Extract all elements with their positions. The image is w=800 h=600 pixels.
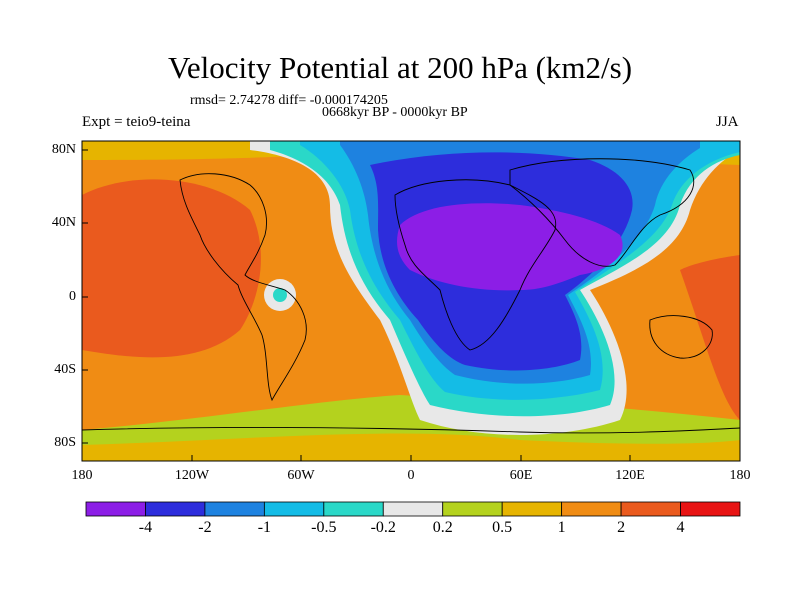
period-line: 0668kyr BP - 0000kyr BP (322, 105, 468, 120)
lon-label-180e: 180 (729, 468, 751, 483)
colorbar-swatch (323, 501, 384, 517)
lat-label-40s: 40S (54, 362, 76, 377)
colorbar-swatch (263, 501, 325, 517)
pacific-high-2 (82, 179, 261, 358)
colorbar-swatch (145, 501, 206, 517)
colorbar-label: -1 (257, 519, 272, 536)
colorbar-swatch (204, 501, 265, 517)
season-label: JJA (716, 114, 739, 130)
colorbar-label: -2 (198, 519, 212, 536)
colorbar-swatch (620, 501, 681, 517)
americas-outline (179, 173, 307, 402)
lat-label-80n: 80N (51, 142, 76, 157)
lon-label-60w: 60W (287, 468, 315, 483)
colorbar-swatch (561, 501, 622, 517)
asia-outline (509, 158, 695, 267)
colorbar-swatch (85, 501, 146, 517)
australia-outline (649, 315, 713, 359)
antarctica-outline (82, 426, 740, 434)
stats-line: rmsd= 2.74278 diff= -0.000174205 (190, 93, 388, 108)
experiment-label: Expt = teio9-teina (82, 114, 191, 130)
colorbar-label: -4 (138, 519, 153, 536)
lon-label-120e: 120E (615, 468, 645, 483)
colorbar-label: 0.2 (432, 519, 453, 536)
colorbar-label: -0.5 (311, 519, 337, 536)
lat-label-40n: 40N (51, 215, 76, 230)
colorbar-label: 2 (617, 519, 626, 536)
map-title: Velocity Potential at 200 hPa (km2/s) (167, 50, 633, 85)
southern-band-1 (82, 433, 740, 461)
colorbar-swatch (501, 501, 563, 517)
lat-label-0: 0 (69, 289, 76, 304)
axis-ticks (81, 149, 741, 461)
coastlines (82, 158, 740, 434)
colorbar-swatch (382, 501, 444, 517)
colorbar-swatch (442, 501, 503, 517)
contour-field (82, 141, 740, 461)
equatorial-teal-blob (273, 288, 287, 302)
colorbar-label: 4 (676, 519, 685, 536)
lon-label-60e: 60E (509, 468, 533, 483)
colorbar (85, 501, 741, 517)
lat-label-80s: 80S (54, 435, 76, 450)
lon-label-0: 0 (407, 468, 415, 483)
lon-label-120w: 120W (174, 468, 210, 483)
minimum-core (397, 203, 623, 291)
colorbar-label: -0.2 (370, 519, 396, 536)
colorbar-label: 0.5 (492, 519, 513, 536)
colorbar-swatch (680, 501, 741, 517)
west-pacific-high (680, 255, 740, 420)
lon-label-180w: 180 (71, 468, 93, 483)
colorbar-label: 1 (557, 519, 566, 536)
